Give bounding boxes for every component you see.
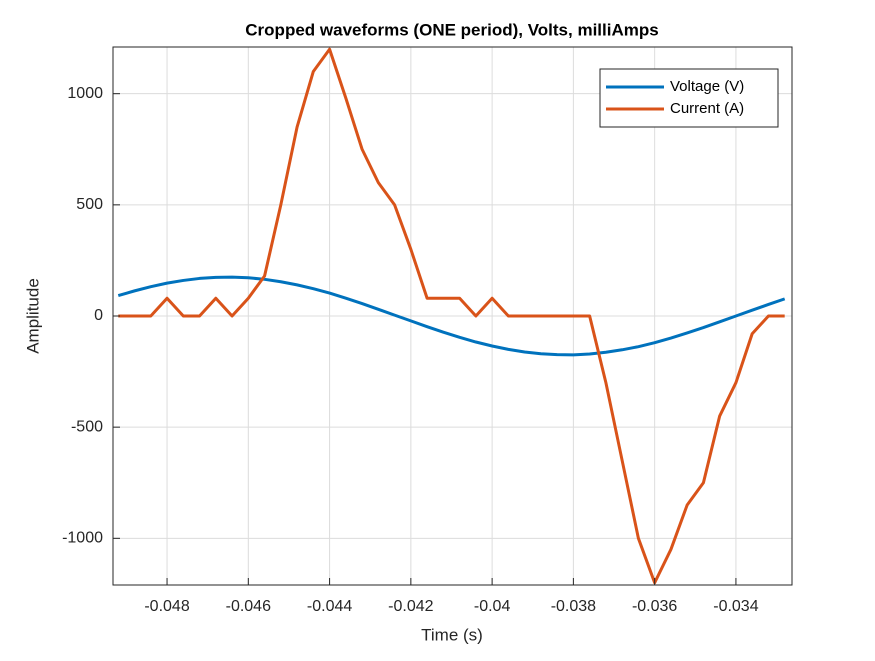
y-tick-label: -500 xyxy=(71,418,103,435)
y-tick-label: 0 xyxy=(94,307,103,324)
x-tick-label: -0.044 xyxy=(307,598,352,615)
legend-label: Current (A) xyxy=(670,100,744,117)
series-line xyxy=(117,275,786,357)
legend-box xyxy=(599,68,779,128)
lines xyxy=(117,47,786,585)
x-tick-label: -0.046 xyxy=(226,598,271,615)
chart-title: Cropped waveforms (ONE period), Volts, m… xyxy=(245,20,658,39)
legend-label: Voltage (V) xyxy=(670,78,744,95)
x-tick-label: -0.048 xyxy=(144,598,189,615)
grid xyxy=(113,47,792,585)
y-axis-label: Amplitude xyxy=(23,278,42,354)
x-tick-label: -0.04 xyxy=(474,598,511,615)
y-tick-label: 500 xyxy=(76,196,103,213)
series-line xyxy=(118,47,785,585)
y-tick-label: -1000 xyxy=(62,530,103,547)
legend: Voltage (V) Current (A) xyxy=(599,68,779,128)
ticks: -0.048 -0.046 -0.044 -0.042 -0.04 -0.038 -0.03… xyxy=(62,85,759,615)
x-tick-label: -0.036 xyxy=(632,598,677,615)
x-tick-label: -0.042 xyxy=(388,598,433,615)
x-tick-label: -0.038 xyxy=(551,598,596,615)
x-axis-label: Time (s) xyxy=(421,625,483,644)
y-tick-label: 1000 xyxy=(67,85,103,102)
x-tick-label: -0.034 xyxy=(713,598,758,615)
